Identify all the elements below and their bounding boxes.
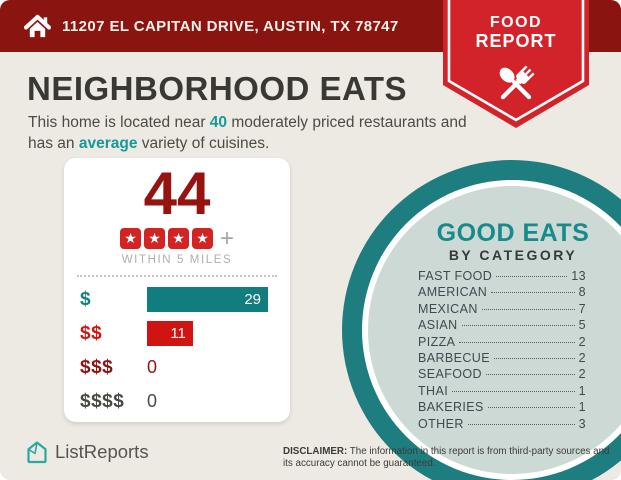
page-title: NEIGHBORHOOD EATS <box>27 70 408 107</box>
bar-value: 11 <box>170 325 186 342</box>
star-icon: ★ <box>191 228 213 249</box>
star-rating: ★ ★ ★ ★ + <box>64 224 290 252</box>
list-item: ASIAN 5 <box>418 318 586 334</box>
plus-icon: + <box>219 224 234 252</box>
category-label: OTHER <box>418 416 464 431</box>
star-icon: ★ <box>167 228 189 249</box>
dotted-leader <box>487 407 575 409</box>
price-row: $$ 11 <box>80 321 276 346</box>
price-tier-label: $$$ <box>80 356 114 378</box>
category-value: 2 <box>578 367 586 382</box>
category-value: 8 <box>578 285 586 300</box>
dotted-leader <box>467 423 575 425</box>
list-item: AMERICAN 8 <box>418 285 586 301</box>
price-tier-label: $$$$ <box>80 390 125 412</box>
good-eats-subtitle: BY CATEGORY <box>448 247 578 263</box>
bar-value: 0 <box>147 357 158 377</box>
category-value: 5 <box>578 318 586 333</box>
restaurant-score-card: 44 ★ ★ ★ ★ + WITHIN 5 MILES $ 29 $$ 11 $… <box>64 158 290 422</box>
food-report-badge: FOOD REPORT <box>443 0 589 128</box>
price-row: $$$ 0 <box>80 355 276 380</box>
badge-title-line1: FOOD <box>489 14 543 31</box>
dotted-leader <box>496 276 568 277</box>
category-value: 1 <box>578 383 586 398</box>
disclaimer-text: The information in this report is from t… <box>283 446 610 469</box>
category-label: BAKERIES <box>418 400 484 415</box>
category-value: 3 <box>578 416 586 431</box>
dotted-leader <box>459 341 575 343</box>
disclaimer-label: DISCLAIMER: <box>283 446 348 457</box>
price-tier-chart: $ 29 $$ 11 $$$ 0 $$$$ 0 <box>64 277 290 414</box>
category-list: FAST FOOD 13 AMERICAN 8 MEXICAN 7 ASIAN 5 PI… <box>418 269 586 433</box>
summary-text: This home is located near 40 moderately … <box>28 112 470 155</box>
home-icon <box>24 14 51 37</box>
summary-post: variety of cuisines. <box>137 135 270 153</box>
bar-value: 0 <box>147 391 158 411</box>
list-item: OTHER 3 <box>418 417 586 433</box>
star-icon: ★ <box>143 228 165 249</box>
list-item: MEXICAN 7 <box>418 302 586 318</box>
list-item: BAKERIES 1 <box>418 400 586 416</box>
good-eats-circle <box>368 186 621 474</box>
price-tier-label: $$ <box>80 322 103 344</box>
star-icon: ★ <box>119 228 141 249</box>
category-label: SEAFOOD <box>418 367 482 382</box>
category-value: 1 <box>578 400 586 415</box>
ribbon-shape <box>443 0 589 128</box>
dotted-leader <box>481 308 575 310</box>
category-label: MEXICAN <box>418 301 478 316</box>
restaurant-total: 44 <box>143 160 211 227</box>
summary-mid: moderately priced restaurants and has an <box>28 114 467 153</box>
crossed-utensils-icon <box>499 65 535 100</box>
price-tier-label: $ <box>80 288 92 310</box>
category-value: 2 <box>578 350 586 365</box>
bar-value: 29 <box>244 291 261 308</box>
property-address: 11207 EL CAPITAN DRIVE, AUSTIN, TX 78747 <box>62 17 399 35</box>
summary-pre: This home is located near <box>28 114 210 131</box>
bar-dollar: 29 <box>147 287 268 312</box>
list-item: THAI 1 <box>418 384 586 400</box>
good-eats-title: GOOD EATS <box>436 219 590 247</box>
list-item: PIZZA 2 <box>418 335 586 351</box>
category-label: PIZZA <box>418 334 456 349</box>
category-label: BARBECUE <box>418 350 490 365</box>
category-label: THAI <box>418 383 449 398</box>
list-item: FAST FOOD 13 <box>418 269 586 285</box>
brand-name: ListReports <box>55 441 149 462</box>
listreports-house-icon <box>27 441 47 464</box>
disclaimer: DISCLAIMER: The information in this repo… <box>283 446 617 469</box>
listreports-logo: ListReports <box>26 440 149 464</box>
dotted-leader <box>485 374 575 376</box>
category-label: ASIAN <box>418 318 458 333</box>
category-label: AMERICAN <box>418 285 488 300</box>
dotted-leader <box>491 292 575 294</box>
category-value: 7 <box>578 301 586 316</box>
variety-highlight: average <box>78 135 138 153</box>
bar-dollar-dollar: 11 <box>147 321 193 346</box>
price-row: $$$$ 0 <box>80 389 276 414</box>
price-row: $ 29 <box>80 287 276 312</box>
dotted-leader <box>493 357 575 359</box>
list-item: SEAFOOD 2 <box>418 367 586 383</box>
list-item: BARBECUE 2 <box>418 351 586 367</box>
category-value: 13 <box>571 269 586 283</box>
category-label: FAST FOOD <box>418 269 493 283</box>
category-value: 2 <box>578 334 586 349</box>
dotted-divider <box>77 275 277 277</box>
dotted-leader <box>452 390 575 392</box>
badge-title-line2: REPORT <box>475 31 557 51</box>
dotted-leader <box>461 325 575 327</box>
restaurant-count: 40 <box>209 114 228 131</box>
radius-caption: WITHIN 5 MILES <box>121 254 233 266</box>
